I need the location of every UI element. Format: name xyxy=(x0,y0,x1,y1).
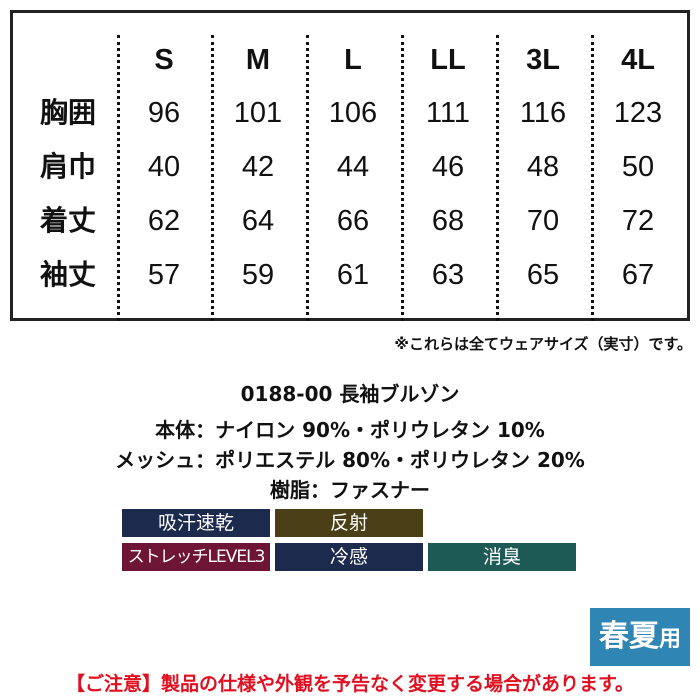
size-value: 40 xyxy=(147,151,181,183)
row-label: 胸囲 xyxy=(39,96,96,129)
feature-tag-cooling: 冷感 xyxy=(275,543,423,571)
size-header: 4L xyxy=(621,44,655,76)
season-badge-suffix: 用 xyxy=(658,627,681,652)
size-value: 96 xyxy=(147,97,181,129)
size-header: S xyxy=(154,44,174,76)
feature-tag-stretch: ストレッチLEVEL3 xyxy=(122,543,270,571)
feature-tag-quick-dry: 吸汗速乾 xyxy=(122,509,270,537)
season-badge-main: 春夏 xyxy=(598,619,659,654)
size-header: LL xyxy=(430,44,466,76)
size-note: ※これらは全てウェアサイズ（実寸）です。 xyxy=(394,335,692,353)
size-value: 111 xyxy=(425,97,471,129)
product-name: 0188-00 長袖ブルゾン xyxy=(240,382,460,406)
column-divider xyxy=(591,35,594,321)
size-value: 63 xyxy=(431,259,465,291)
feature-tag-reflective: 反射 xyxy=(275,509,423,537)
size-value: 46 xyxy=(431,151,465,183)
size-value: 72 xyxy=(621,205,655,237)
column-divider xyxy=(496,35,499,321)
row-label: 肩巾 xyxy=(39,150,96,183)
material-resin: 樹脂：ファスナー xyxy=(270,478,430,502)
size-value: 106 xyxy=(328,97,378,129)
size-value: 123 xyxy=(613,97,663,129)
size-value: 70 xyxy=(526,205,560,237)
size-value: 67 xyxy=(621,259,655,291)
size-value: 62 xyxy=(147,205,181,237)
feature-tag-deodorant: 消臭 xyxy=(428,543,576,571)
season-badge: 春夏用 xyxy=(590,608,690,666)
column-divider xyxy=(401,35,404,321)
material-mesh: メッシュ：ポリエステル 80%・ポリウレタン 20% xyxy=(115,448,585,472)
warning-text: 【ご注意】製品の仕様や外観を予告なく変更する場合があります。 xyxy=(65,673,635,695)
size-value: 50 xyxy=(621,151,655,183)
size-header: L xyxy=(344,44,362,76)
size-value: 101 xyxy=(233,97,283,129)
size-value: 66 xyxy=(336,205,370,237)
size-value: 65 xyxy=(526,259,560,291)
column-divider xyxy=(306,35,309,321)
size-header: 3L xyxy=(526,44,560,76)
material-body: 本体：ナイロン 90%・ポリウレタン 10% xyxy=(155,418,545,442)
row-label: 着丈 xyxy=(39,204,96,237)
row-label: 袖丈 xyxy=(39,258,96,291)
size-value: 116 xyxy=(519,97,567,129)
size-value: 57 xyxy=(147,259,181,291)
size-value: 59 xyxy=(241,259,275,291)
size-value: 42 xyxy=(241,151,275,183)
column-divider xyxy=(211,35,214,321)
size-value: 61 xyxy=(336,259,370,291)
size-value: 48 xyxy=(526,151,560,183)
size-header: M xyxy=(245,44,271,76)
size-value: 68 xyxy=(431,205,465,237)
size-table: S M L LL 3L 4L 胸囲 96 101 106 111 116 123 肩巾 40 42 44 46 48… xyxy=(10,10,690,321)
size-value: 64 xyxy=(241,205,275,237)
column-divider xyxy=(117,35,120,321)
size-value: 44 xyxy=(336,151,370,183)
